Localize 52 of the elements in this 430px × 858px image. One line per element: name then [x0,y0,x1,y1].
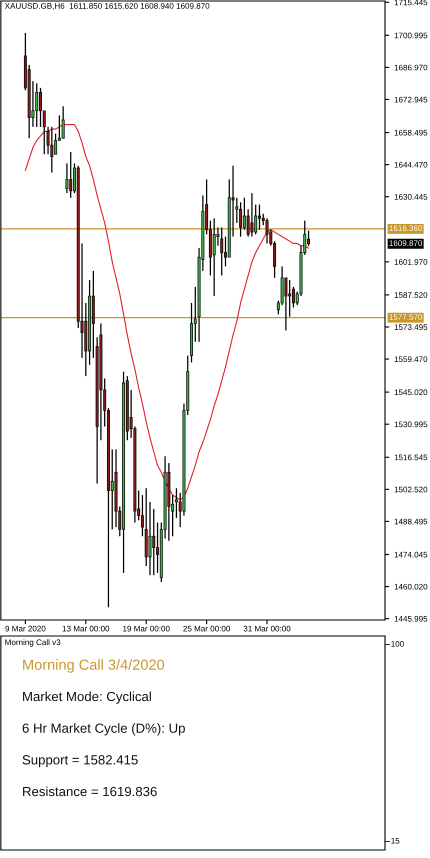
y-tick-label: 1545.020 [394,389,428,396]
text: Resistance = 1619.836 [23,786,157,796]
y-tick-label: 1630.445 [394,194,428,200]
candlestick [239,202,242,238]
chart-title: XAUUSD.GB,H6 1611.850 1615.620 1608.940 1609.870 [4,3,210,10]
y-tick-label: 1700.995 [394,32,428,38]
candlestick [35,82,38,128]
y-tick-label: 1587.520 [394,292,428,298]
y-tick-label: 1686.970 [394,64,428,70]
text: Morning Call 3/4/2020 [23,659,164,673]
x-tick-label: 13 Mar 00:00 [62,626,110,632]
text: 6 Hr Market Cycle (D%): Up [22,723,185,736]
text: 100 [391,641,404,647]
y-tick-label: 1516.545 [394,454,428,460]
y-tick-label: 1658.495 [394,130,428,136]
y-tick-label: 1502.520 [394,486,428,492]
ref-line-label: 1577.570 [389,314,422,320]
candlestick [212,218,216,297]
x-tick-label: 31 Mar 00:00 [244,626,290,632]
candlestick [258,204,261,230]
candlestick [284,277,288,332]
text: Support = 1582.415 [22,755,138,768]
y-tick-label: 1573.495 [394,324,428,330]
x-tick-label: 25 Mar 00:00 [183,626,230,632]
candlestick [242,197,246,230]
y-tick-label: 1474.045 [394,552,428,558]
candlestick [250,192,254,238]
candlestick [266,218,269,244]
text: 1609.870 [389,240,422,246]
ref-line-label: 1616.360 [389,225,422,232]
y-tick-label: 1530.995 [394,421,428,428]
y-tick-label: 1488.495 [394,518,428,524]
y-tick-label: 1601.970 [394,259,428,265]
candlestick [50,126,54,174]
text: 15 [391,838,400,844]
y-tick-label: 1445.995 [394,616,428,622]
y-tick-label: 1559.470 [394,356,428,362]
text: Market Mode: Cyclical [23,691,151,704]
candlestick [65,162,68,194]
y-tick-label: 1644.470 [394,162,428,168]
y-tick-label: 1460.020 [394,584,428,590]
x-tick-label: 19 Mar 00:00 [123,626,170,632]
candlestick [220,226,224,276]
candlestick [62,106,65,139]
y-tick-label: 1672.945 [394,96,428,102]
candlestick [288,279,292,318]
candlestick [148,501,152,576]
candlestick [39,87,42,128]
y-tick-label: 1715.445 [394,0,428,6]
text: Morning Call v3 [5,639,60,647]
candlestick [69,151,72,198]
x-tick-label: 9 Mar 2020 [5,626,46,632]
